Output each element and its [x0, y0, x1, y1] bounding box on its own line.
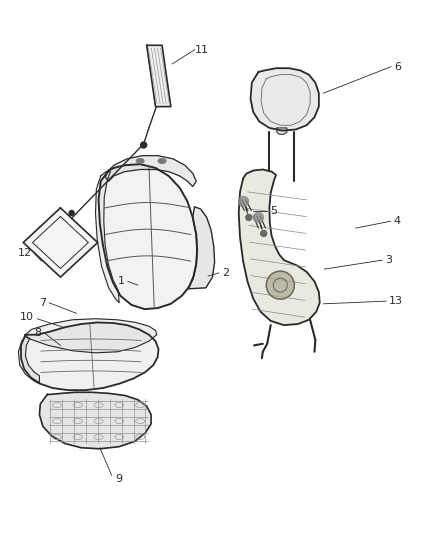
Text: 7: 7 — [39, 298, 46, 308]
Polygon shape — [95, 172, 119, 303]
Text: 6: 6 — [394, 62, 401, 71]
Circle shape — [266, 271, 294, 299]
Polygon shape — [18, 337, 39, 384]
Text: 13: 13 — [389, 296, 403, 306]
Polygon shape — [147, 45, 171, 107]
Text: 12: 12 — [18, 248, 32, 258]
Polygon shape — [251, 68, 319, 131]
Polygon shape — [39, 392, 151, 449]
Polygon shape — [277, 128, 287, 134]
Text: 2: 2 — [223, 268, 230, 278]
Circle shape — [261, 230, 267, 237]
Ellipse shape — [158, 158, 166, 164]
Circle shape — [141, 142, 147, 148]
Text: 10: 10 — [20, 312, 34, 322]
Text: 8: 8 — [35, 328, 42, 338]
Polygon shape — [239, 169, 320, 325]
Text: 11: 11 — [194, 45, 208, 54]
Polygon shape — [23, 208, 98, 277]
Text: 5: 5 — [271, 206, 278, 215]
Circle shape — [239, 197, 248, 206]
Ellipse shape — [136, 158, 144, 164]
Circle shape — [69, 211, 74, 215]
Text: 1: 1 — [118, 277, 125, 286]
Polygon shape — [25, 319, 157, 353]
Polygon shape — [187, 207, 215, 289]
Polygon shape — [21, 322, 159, 390]
Polygon shape — [99, 164, 197, 309]
Polygon shape — [105, 156, 196, 187]
Circle shape — [246, 214, 252, 221]
Text: 3: 3 — [385, 255, 392, 265]
Text: 4: 4 — [393, 216, 400, 226]
Text: 9: 9 — [115, 474, 122, 483]
Circle shape — [254, 213, 263, 222]
